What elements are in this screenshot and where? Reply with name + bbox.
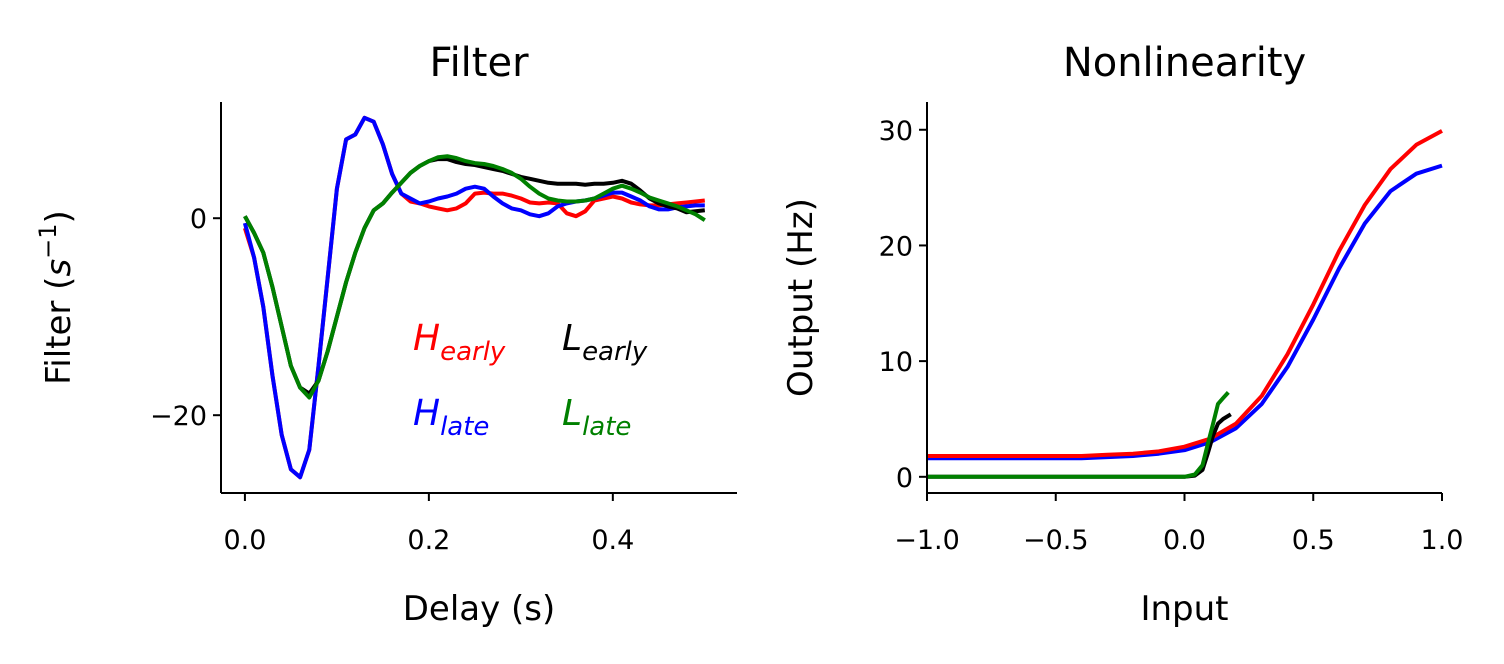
legend-name: L [562,318,582,359]
y-tick-label: 30 [879,116,913,147]
x-tick-label: −1.0 [894,525,960,556]
series-line [242,115,705,480]
legend-entry: Llate [562,393,631,442]
x-tick-label: 0.0 [223,525,266,556]
y-axis-label-part: Filter ( [39,277,79,385]
chart-title: Filter [429,40,529,86]
series-line [927,129,1443,458]
y-tick-label: 0 [896,463,913,494]
series-line [243,154,706,400]
series-line [927,163,1443,461]
x-tick-label: 0.4 [591,525,634,556]
x-tick-label: 0.5 [1292,525,1335,556]
y-axis-label-part: −1 [34,223,62,258]
y-tick-label: −20 [150,401,207,432]
x-axis-label: Input [1140,589,1228,629]
legend-subscript: late [440,412,489,442]
x-tick-label: 0.2 [407,525,450,556]
chart-title: Nonlinearity [1063,40,1306,86]
legend-name: L [562,393,582,434]
y-axis-label-part: s [39,259,79,277]
legend-subscript: early [440,337,506,367]
series-line [927,391,1230,479]
legend-subscript: late [582,412,631,442]
x-axis-label: Delay (s) [403,589,556,629]
x-tick-label: 0.0 [1163,525,1206,556]
x-tick-label: 1.0 [1421,525,1464,556]
y-tick-label: 20 [879,231,913,262]
y-axis-label: Output (Hz) [781,198,821,397]
legend-name: H [413,393,440,434]
y-axis-label: Filter (s−1) [34,210,79,385]
y-axis-label-part: ) [39,210,79,223]
legend-name: H [413,318,440,359]
y-tick-label: 0 [190,204,207,235]
x-tick-label: −0.5 [1023,525,1089,556]
y-tick-label: 10 [879,347,913,378]
legend-entry: Hearly [413,318,506,367]
legend-entry: Learly [562,318,648,367]
legend-subscript: early [582,337,648,367]
legend-entry: Hlate [413,393,489,442]
